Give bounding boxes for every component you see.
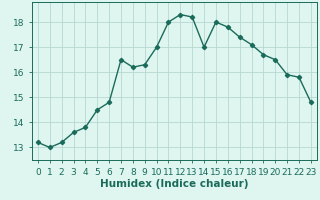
X-axis label: Humidex (Indice chaleur): Humidex (Indice chaleur) bbox=[100, 179, 249, 189]
